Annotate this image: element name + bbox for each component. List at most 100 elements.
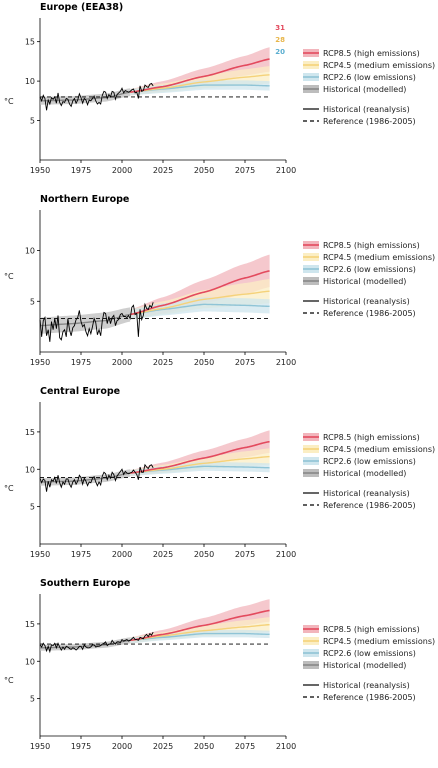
- legend-label-rcp26: RCP2.6 (low emissions): [323, 265, 416, 274]
- x-tick-label: 1975: [71, 550, 91, 559]
- legend-label-hist_model: Historical (modelled): [323, 469, 406, 478]
- panel-2: Central Europe 5 10 15 °C 1950 1975 2000 2025 205…: [4, 386, 435, 559]
- rcp85-line: [130, 609, 270, 642]
- x-tick-label: 2050: [194, 358, 214, 367]
- y-axis-label: °C: [4, 484, 14, 493]
- x-tick-label: 1950: [30, 742, 50, 751]
- rcp45-line: [130, 455, 270, 474]
- x-tick-label: 2075: [235, 358, 255, 367]
- y-tick-label: 5: [30, 117, 35, 126]
- legend-label-reference: Reference (1986-2005): [323, 501, 416, 510]
- legend-label-rcp26: RCP2.6 (low emissions): [323, 73, 416, 82]
- panel-title: Southern Europe: [40, 578, 130, 589]
- rcp26-line: [130, 303, 270, 316]
- x-tick-label: 1975: [71, 742, 91, 751]
- x-tick-label: 2075: [235, 550, 255, 559]
- legend-label-rcp85: RCP8.5 (high emissions): [323, 433, 420, 442]
- rcp26-band: [130, 80, 270, 96]
- legend-label-observed: Historical (reanalysis): [323, 489, 410, 498]
- legend-label-hist_model: Historical (modelled): [323, 277, 406, 286]
- rcp85-line: [130, 270, 270, 316]
- historical-modelled-band: [40, 307, 131, 334]
- rcp85-model-count: 31: [275, 24, 285, 32]
- legend-label-reference: Reference (1986-2005): [323, 693, 416, 702]
- legend-label-rcp45: RCP4.5 (medium emissions): [323, 637, 435, 646]
- x-tick-label: 2025: [153, 166, 173, 175]
- rcp45-line: [130, 74, 270, 93]
- x-tick-label: 1950: [30, 166, 50, 175]
- y-tick-label: 15: [25, 620, 35, 629]
- legend: RCP8.5 (high emissions) RCP4.5 (medium em…: [303, 49, 435, 126]
- y-tick-label: 10: [25, 657, 35, 666]
- y-tick-label: 10: [25, 465, 35, 474]
- rcp26-band: [130, 297, 270, 320]
- legend: RCP8.5 (high emissions) RCP4.5 (medium em…: [303, 625, 435, 702]
- x-tick-label: 2000: [112, 166, 132, 175]
- x-tick-label: 1950: [30, 358, 50, 367]
- observed-line: [39, 631, 154, 654]
- legend-label-observed: Historical (reanalysis): [323, 681, 410, 690]
- y-tick-label: 5: [30, 297, 35, 306]
- y-tick-label: 5: [30, 503, 35, 512]
- x-tick-label: 2025: [153, 742, 173, 751]
- legend-label-reference: Reference (1986-2005): [323, 309, 416, 318]
- rcp45-model-count: 28: [275, 36, 285, 44]
- y-axis-label: °C: [4, 97, 14, 106]
- x-tick-label: 2075: [235, 166, 255, 175]
- x-tick-label: 2000: [112, 550, 132, 559]
- x-tick-label: 1950: [30, 550, 50, 559]
- legend-label-rcp26: RCP2.6 (low emissions): [323, 457, 416, 466]
- y-axis-label: °C: [4, 272, 14, 281]
- rcp26-line: [130, 632, 270, 642]
- legend-label-rcp85: RCP8.5 (high emissions): [323, 241, 420, 250]
- x-tick-label: 2000: [112, 358, 132, 367]
- y-axis-label: °C: [4, 676, 14, 685]
- panel-title: Europe (EEA38): [40, 2, 123, 13]
- rcp45-line: [130, 623, 270, 642]
- rcp26-band: [130, 461, 270, 476]
- legend-label-rcp85: RCP8.5 (high emissions): [323, 49, 420, 58]
- x-tick-label: 2000: [112, 742, 132, 751]
- rcp45-line: [130, 290, 270, 316]
- x-tick-label: 2025: [153, 550, 173, 559]
- legend-label-rcp45: RCP4.5 (medium emissions): [323, 445, 435, 454]
- y-tick-label: 5: [30, 695, 35, 704]
- legend-label-rcp85: RCP8.5 (high emissions): [323, 625, 420, 634]
- legend-label-hist_model: Historical (modelled): [323, 661, 406, 670]
- x-tick-label: 2100: [276, 358, 296, 367]
- observed-line: [39, 463, 154, 492]
- observed-line: [39, 302, 154, 342]
- rcp85-line: [130, 440, 270, 474]
- rcp26-model-count: 20: [275, 48, 285, 56]
- legend-label-observed: Historical (reanalysis): [323, 105, 410, 114]
- legend-label-rcp45: RCP4.5 (medium emissions): [323, 253, 435, 262]
- x-tick-label: 2100: [276, 550, 296, 559]
- panel-title: Central Europe: [40, 386, 120, 397]
- legend: RCP8.5 (high emissions) RCP4.5 (medium em…: [303, 241, 435, 318]
- x-tick-label: 2075: [235, 742, 255, 751]
- panel-1: Northern Europe 5 10 °C 1950 1975 2000 2025 2050…: [4, 194, 435, 367]
- x-tick-label: 2100: [276, 166, 296, 175]
- legend-label-rcp26: RCP2.6 (low emissions): [323, 649, 416, 658]
- y-tick-label: 10: [25, 77, 35, 86]
- y-tick-label: 15: [25, 38, 35, 47]
- x-tick-label: 1975: [71, 358, 91, 367]
- x-tick-label: 2050: [194, 550, 214, 559]
- y-tick-label: 15: [25, 428, 35, 437]
- observed-line: [39, 82, 154, 111]
- historical-modelled-line: [39, 313, 131, 327]
- x-tick-label: 2050: [194, 742, 214, 751]
- rcp85-line: [130, 58, 270, 93]
- legend-label-reference: Reference (1986-2005): [323, 117, 416, 126]
- x-tick-label: 2100: [276, 742, 296, 751]
- legend-label-hist_model: Historical (modelled): [323, 85, 406, 94]
- legend: RCP8.5 (high emissions) RCP4.5 (medium em…: [303, 433, 435, 510]
- x-tick-label: 2025: [153, 358, 173, 367]
- panel-3: Southern Europe 5 10 15 °C 1950 1975 2000 2025 20…: [4, 578, 435, 751]
- y-tick-label: 10: [25, 247, 35, 256]
- x-tick-label: 2050: [194, 166, 214, 175]
- panel-title: Northern Europe: [40, 194, 129, 205]
- panel-0: Europe (EEA38) 5 10 15 °C 1950 1975 2000 2025 205…: [4, 2, 435, 175]
